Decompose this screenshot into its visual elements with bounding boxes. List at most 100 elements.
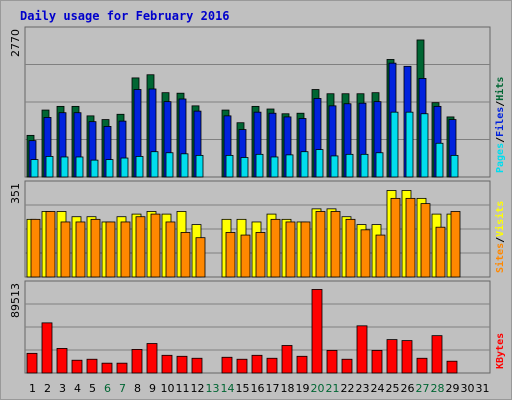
legend-entry: KBytes [495,333,506,369]
legend-entry: Files [494,107,506,137]
x-tick-label: 26 [401,382,415,395]
bar-kbytes-day-16 [251,354,263,374]
x-tick-label: 19 [296,382,310,395]
bar-kbytes-day-26 [401,340,413,374]
bar-sites-day-11 [180,232,191,278]
bar-pages-day-1 [30,159,39,178]
x-tick-label: 12 [191,382,205,395]
bar-pages-day-20 [315,149,324,178]
x-tick-label: 8 [134,382,141,395]
legend-entry: / [495,237,506,243]
panel-visits-sites: 351 Sites/Visits [9,180,506,278]
x-tick-label: 18 [281,382,295,395]
x-tick-label: 17 [266,382,280,395]
bar-pages-day-25 [390,111,399,178]
x-tick-label: 31 [476,382,490,395]
bar-pages-day-16 [255,153,264,178]
bar-pages-day-27 [420,113,429,178]
y-max-label: 2770 [9,29,22,57]
bar-pages-day-28 [435,142,444,178]
bar-sites-day-26 [405,197,416,278]
bar-kbytes-day-27 [416,357,428,374]
bar-kbytes-day-6 [101,362,113,374]
bar-pages-day-2 [45,156,54,178]
bar-kbytes-day-12 [191,357,203,374]
bar-sites-day-15 [240,234,251,278]
bar-kbytes-day-8 [131,349,143,374]
x-tick-label: 23 [356,382,370,395]
bar-pages-day-3 [60,156,69,178]
legend-entry: Pages [495,143,506,173]
bar-sites-day-8 [135,216,146,278]
bar-kbytes-day-2 [41,322,53,374]
bar-kbytes-day-1 [26,352,38,374]
bar-sites-day-22 [345,218,356,278]
bar-sites-day-10 [165,221,176,278]
x-tick-label: 30 [461,382,475,395]
bar-pages-day-21 [330,155,339,178]
bar-pages-day-26 [405,111,414,178]
legend-entry: / [495,101,506,107]
bar-pages-day-29 [450,154,459,178]
x-tick-label: 1 [29,382,36,395]
bar-sites-day-20 [315,211,326,278]
bar-sites-day-17 [270,218,281,278]
x-tick-label: 16 [251,382,265,395]
bar-kbytes-day-17 [266,357,278,374]
bar-kbytes-day-5 [86,358,98,374]
bar-pages-day-6 [105,159,114,178]
x-tick-label: 15 [236,382,250,395]
bar-pages-day-10 [165,152,174,178]
bar-pages-day-15 [240,157,249,178]
bar-sites-day-27 [420,203,431,278]
bar-sites-day-21 [330,211,341,278]
bar-pages-day-22 [345,153,354,178]
legend-entry: Hits [494,77,506,101]
y-max-label: 89513 [9,283,22,318]
bar-pages-day-4 [75,156,84,178]
chart-panels: 2770Pages/Files/Hits351Sites/Visits89513… [9,26,506,374]
bar-kbytes-day-18 [281,345,293,374]
x-tick-label: 13 [206,382,220,395]
bar-sites-day-19 [300,221,311,278]
chart-title: Daily usage for February 2016 [20,9,230,23]
bar-kbytes-day-25 [386,339,398,374]
bar-kbytes-day-3 [56,348,68,374]
panel-kbytes: 89513 KBytes [9,280,506,374]
bar-sites-day-16 [255,232,266,278]
legend: Pages/Files/Hits [494,77,506,173]
legend: KBytes [495,333,506,369]
legend: Sites/Visits [494,201,506,273]
bar-pages-day-7 [120,157,129,178]
x-axis-ticks: 1 2 3 4 5 6 7 8 9 10 11 12 13 14 15 16 17 18 19 20 21 22 23 24 2… [29,382,490,395]
bar-kbytes-day-19 [296,355,308,374]
bar-sites-day-2 [45,211,56,278]
bar-sites-day-29 [450,211,461,278]
bar-kbytes-day-22 [341,358,353,374]
bar-sites-day-23 [360,229,371,278]
bar-sites-day-6 [105,221,116,278]
bar-sites-day-7 [120,221,131,278]
bar-pages-day-12 [195,154,204,178]
legend-entry: Sites [494,243,506,273]
bar-pages-day-23 [360,153,369,178]
x-tick-label: 22 [341,382,355,395]
bar-kbytes-day-21 [326,349,338,374]
x-tick-label: 20 [311,382,325,395]
x-tick-label: 14 [221,382,235,395]
bar-pages-day-19 [300,151,309,178]
bar-kbytes-day-14 [221,356,233,374]
bar-sites-day-5 [90,218,101,278]
bar-kbytes-day-20 [311,289,323,374]
x-tick-label: 27 [416,382,430,395]
bar-kbytes-day-24 [371,349,383,374]
bar-sites-day-9 [150,213,161,278]
legend-entry: / [495,137,506,143]
x-tick-label: 10 [161,382,175,395]
bar-kbytes-day-29 [446,360,458,374]
bar-sites-day-4 [75,221,86,278]
legend-entry: Visits [494,201,506,237]
x-tick-label: 28 [431,382,445,395]
bar-pages-day-5 [90,159,99,178]
bar-sites-day-18 [285,221,296,278]
